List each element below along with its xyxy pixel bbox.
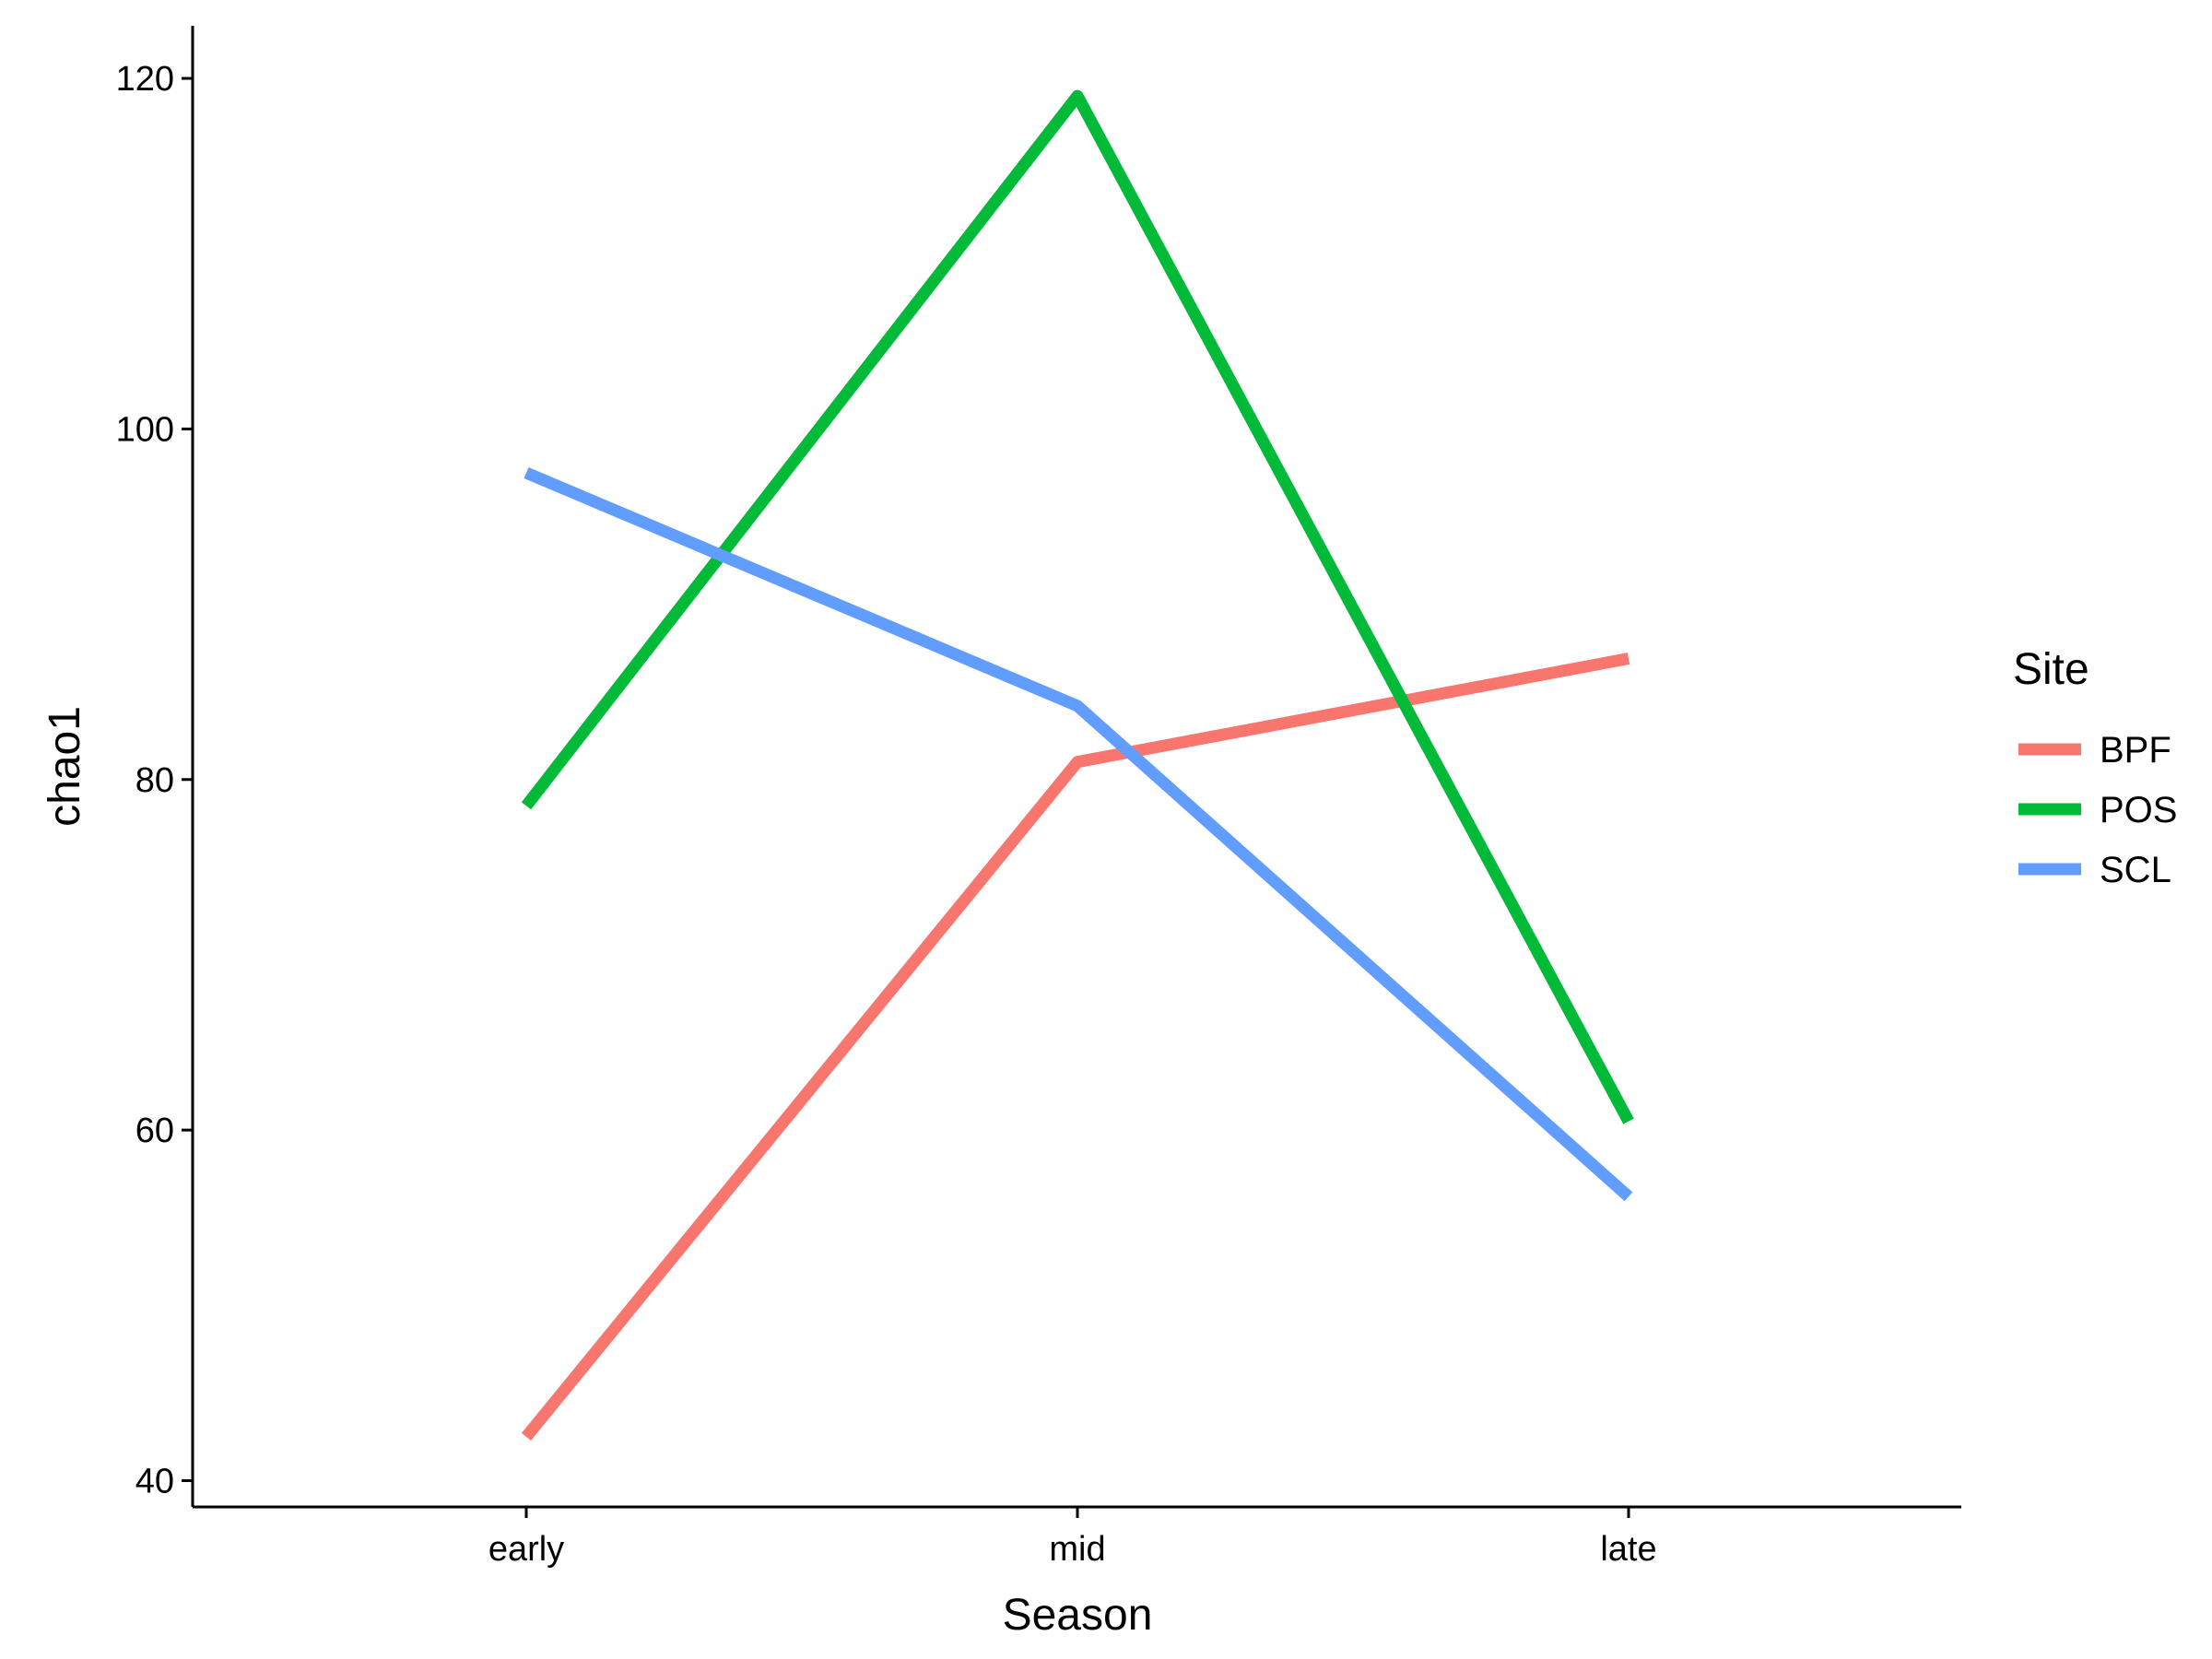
- y-tick-label: 100: [116, 410, 174, 449]
- y-tick-label: 40: [135, 1462, 174, 1500]
- x-tick-label-early: early: [488, 1530, 564, 1569]
- x-tick-label-late: late: [1600, 1530, 1656, 1569]
- legend: Site BPF POS SCL: [2013, 645, 2177, 890]
- y-axis-title: chao1: [41, 706, 89, 827]
- x-tick-label-mid: mid: [1049, 1530, 1105, 1569]
- series-group: [521, 89, 1634, 1441]
- legend-label-pos: POS: [2100, 790, 2177, 830]
- x-axis-title: Season: [1003, 1591, 1153, 1640]
- legend-title: Site: [2013, 645, 2089, 694]
- series-line-pos: [521, 89, 1634, 1124]
- y-tick-label: 120: [116, 60, 174, 99]
- plot-area: 40 60 80 100 120 early mid late: [116, 26, 1961, 1569]
- x-axis-ticks: early mid late: [488, 1507, 1657, 1569]
- legend-label-scl: SCL: [2100, 850, 2171, 890]
- legend-label-bpf: BPF: [2100, 730, 2171, 771]
- legend-items: BPF POS SCL: [2018, 730, 2177, 890]
- series-line-bpf: [521, 653, 1630, 1441]
- y-axis-ticks: 40 60 80 100 120: [116, 60, 193, 1500]
- y-tick-label: 60: [135, 1112, 174, 1150]
- y-tick-label: 80: [135, 761, 174, 800]
- series-line-scl: [524, 467, 1633, 1202]
